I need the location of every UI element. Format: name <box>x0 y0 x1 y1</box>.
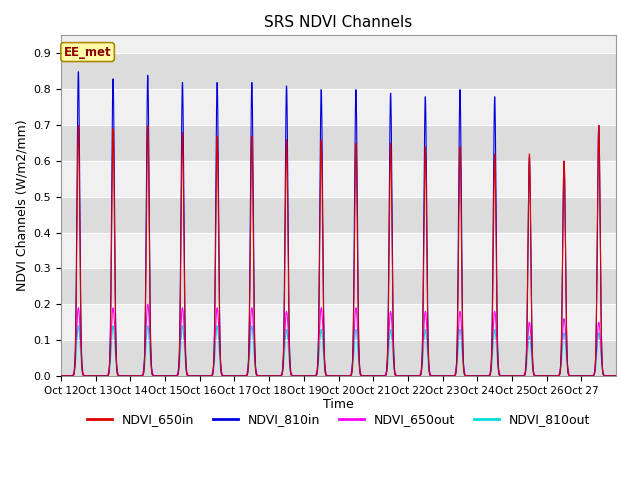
Title: SRS NDVI Channels: SRS NDVI Channels <box>264 15 413 30</box>
Y-axis label: NDVI Channels (W/m2/mm): NDVI Channels (W/m2/mm) <box>15 120 28 291</box>
NDVI_810in <box>171 373 179 379</box>
NDVI_810out <box>459 359 467 365</box>
NDVI_810out <box>494 366 502 372</box>
NDVI_650in <box>606 373 614 379</box>
NDVI_650out <box>57 373 65 379</box>
NDVI_810in <box>410 373 417 379</box>
NDVI_650in <box>410 373 417 379</box>
NDVI_650in <box>57 373 65 379</box>
Text: EE_met: EE_met <box>64 46 111 59</box>
Bar <box>61 125 616 161</box>
NDVI_810in <box>527 296 535 302</box>
NDVI_650out <box>459 349 467 355</box>
NDVI_810out <box>528 355 536 361</box>
Line: NDVI_650in: NDVI_650in <box>61 125 616 376</box>
NDVI_810in <box>459 330 467 336</box>
NDVI_650in <box>459 338 467 344</box>
Bar <box>61 340 616 376</box>
NDVI_810out <box>612 373 620 379</box>
NDVI_650out <box>528 345 536 351</box>
NDVI_650out <box>508 373 516 379</box>
NDVI_810out <box>410 373 417 379</box>
NDVI_650in <box>171 373 179 379</box>
NDVI_650in <box>543 373 550 379</box>
NDVI_810out <box>57 373 65 379</box>
Bar <box>61 53 616 89</box>
NDVI_650out <box>612 373 620 379</box>
NDVI_650out <box>410 373 417 379</box>
X-axis label: Time: Time <box>323 398 354 411</box>
NDVI_810in <box>606 373 614 379</box>
Line: NDVI_810out: NDVI_810out <box>61 326 616 376</box>
NDVI_810in <box>612 373 620 379</box>
NDVI_650in <box>75 122 83 128</box>
NDVI_810out <box>74 323 82 329</box>
Line: NDVI_810in: NDVI_810in <box>61 72 616 376</box>
NDVI_810in <box>57 373 65 379</box>
NDVI_650in <box>527 295 535 300</box>
NDVI_650out <box>606 373 614 379</box>
NDVI_810in <box>494 359 502 365</box>
NDVI_650out <box>171 373 179 379</box>
NDVI_810out <box>606 373 614 379</box>
NDVI_650in <box>612 373 620 379</box>
NDVI_810out <box>508 373 516 379</box>
Bar <box>61 197 616 232</box>
Line: NDVI_650out: NDVI_650out <box>61 304 616 376</box>
Legend: NDVI_650in, NDVI_810in, NDVI_650out, NDVI_810out: NDVI_650in, NDVI_810in, NDVI_650out, NDV… <box>82 408 595 431</box>
NDVI_650in <box>494 362 502 368</box>
NDVI_810in <box>543 373 550 379</box>
NDVI_810in <box>75 69 83 75</box>
NDVI_650out <box>494 360 502 366</box>
NDVI_650out <box>144 301 152 307</box>
NDVI_810out <box>171 373 179 379</box>
Bar <box>61 268 616 304</box>
